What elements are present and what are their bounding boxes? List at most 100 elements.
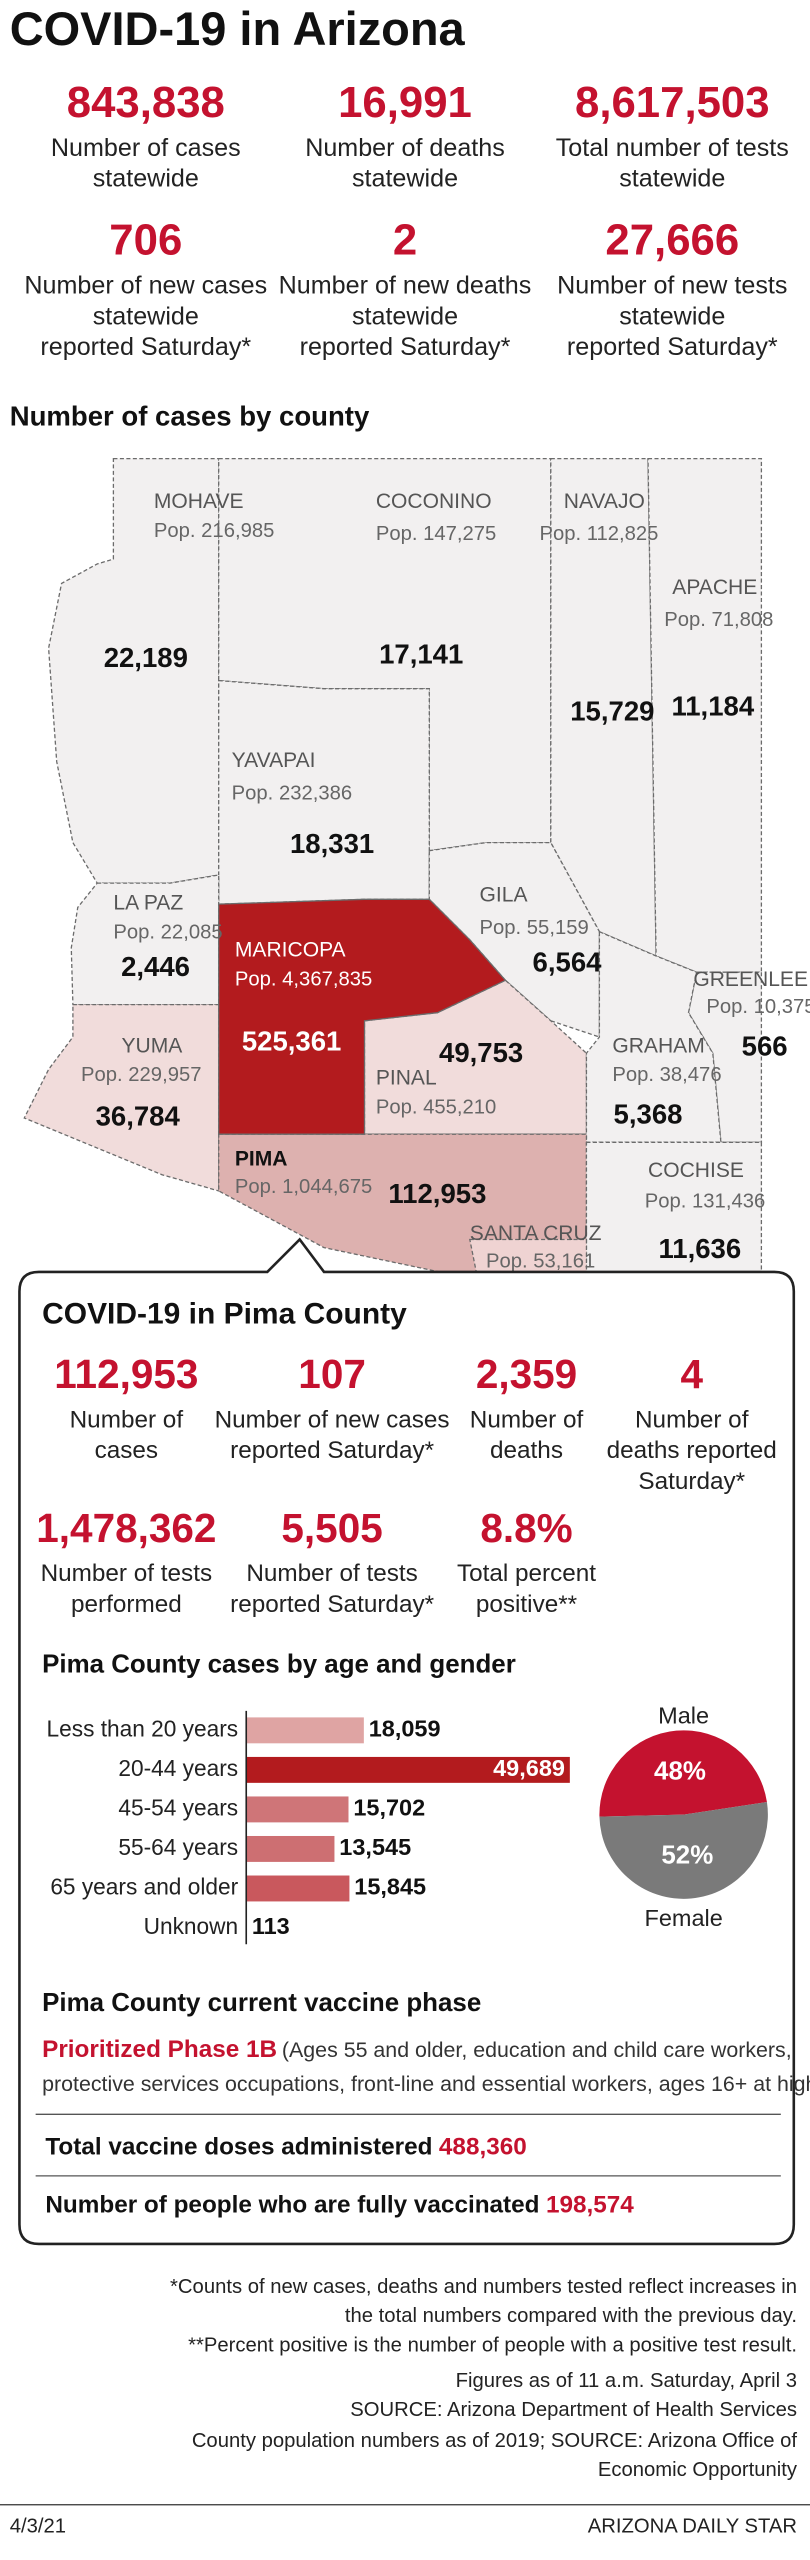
slice-label: 48% — [654, 1757, 706, 1785]
county-name: MARICOPA — [235, 939, 346, 962]
stat-label: Number of — [70, 1406, 184, 1433]
bar — [246, 1756, 570, 1783]
county-cases: 49,753 — [439, 1037, 523, 1068]
stat-label: cases — [95, 1437, 158, 1464]
value-label: 18,059 — [369, 1716, 441, 1742]
county-population: Pop. 232,386 — [232, 782, 352, 804]
stat-value: 843,838 — [67, 78, 225, 127]
stat-label: Number of tests — [246, 1560, 418, 1587]
county-name: PIMA — [235, 1148, 288, 1171]
stat-value: 16,991 — [338, 78, 472, 127]
county-population: Pop. 71,808 — [664, 609, 773, 631]
stat-label: deaths reported — [607, 1437, 777, 1464]
stat-value: 2,359 — [476, 1351, 577, 1397]
footer-date: 4/3/21 — [10, 2516, 66, 2538]
stat-label: Number of tests — [41, 1560, 213, 1587]
pie-slice — [599, 1802, 768, 1899]
stat-value: 8,617,503 — [575, 78, 770, 127]
stat-value: 1,478,362 — [36, 1505, 216, 1551]
county-cases: 6,564 — [533, 946, 603, 977]
county-cases: 566 — [742, 1031, 788, 1062]
county-name: GILA — [480, 884, 528, 907]
pima-title: COVID-19 in Pima County — [42, 1298, 407, 1331]
county-shape — [585, 1141, 763, 1297]
county-population: Pop. 455,210 — [376, 1097, 496, 1119]
footer-note: County population numbers as of 2019; SO… — [192, 2430, 798, 2452]
county-name: YUMA — [122, 1034, 183, 1057]
stat-label: Number of new cases — [24, 272, 267, 300]
footer-note: *Counts of new cases, deaths and numbers… — [170, 2276, 797, 2298]
stat-label: statewide — [352, 165, 458, 193]
stat-label: reported Saturday* — [230, 1437, 434, 1464]
stat-label: performed — [71, 1591, 182, 1618]
stat-label: Number of new deaths — [279, 272, 532, 300]
county-population: Pop. 4,367,835 — [235, 969, 372, 991]
county-cases: 2,446 — [121, 951, 190, 982]
stat-label: Saturday* — [638, 1468, 745, 1495]
page-title: COVID-19 in Arizona — [10, 2, 466, 55]
bar — [246, 1796, 349, 1823]
category-label: Unknown — [144, 1913, 239, 1939]
stat-label: reported Saturday* — [230, 1591, 434, 1618]
footer-note: Economic Opportunity — [598, 2459, 798, 2481]
county-shape — [585, 930, 722, 1143]
county-name: LA PAZ — [113, 892, 183, 915]
county-shape — [23, 1003, 220, 1192]
stat-label: statewide — [619, 165, 725, 193]
stat-label: Number of — [470, 1406, 584, 1433]
value-label: 49,689 — [493, 1755, 565, 1781]
vaccine-full: Number of people who are fully vaccinate… — [45, 2192, 634, 2219]
county-population: Pop. 53,161 — [486, 1251, 595, 1273]
phase-note: (Ages 55 and older, education and child … — [282, 2038, 792, 2062]
pima-box — [18, 1237, 796, 2246]
stat-label: statewide — [93, 302, 199, 330]
stat-label: Number of new tests — [557, 272, 787, 300]
footer-note: **Percent positive is the number of peop… — [188, 2334, 797, 2356]
map-title: Number of cases by county — [10, 400, 370, 431]
stat-value: 112,953 — [54, 1351, 198, 1397]
county-name: GREENLEE — [693, 968, 808, 991]
slice-label: 52% — [661, 1841, 713, 1869]
county-cases: 18,331 — [290, 828, 374, 859]
bar — [246, 1835, 335, 1862]
county-map: MOHAVE Pop. 216,985 22,189 COCONINO Pop. 147… — [23, 458, 810, 1303]
stat-label: Number of — [635, 1406, 749, 1433]
county-population: Pop. 22,085 — [113, 922, 222, 944]
county-cases: 11,636 — [658, 1233, 741, 1264]
county-name: SANTA CRUZ — [470, 1222, 602, 1245]
stat-label: statewide — [619, 302, 725, 330]
footer-note: the total numbers compared with the prev… — [345, 2305, 797, 2327]
value-label: 113 — [252, 1913, 290, 1939]
stat-label: statewide — [93, 165, 199, 193]
county-cases: 5,368 — [614, 1099, 683, 1130]
county-name: YAVAPAI — [232, 749, 316, 772]
stat-value: 8.8% — [480, 1505, 572, 1551]
county-shape — [47, 458, 220, 884]
phase-note: protective services occupations, front-l… — [42, 2072, 810, 2096]
stat-label: Number of cases — [51, 134, 241, 162]
county-population: Pop. 10,375 — [706, 996, 810, 1018]
county-population: Pop. 229,957 — [81, 1064, 201, 1086]
county-name: APACHE — [672, 576, 757, 599]
stat-label: Number of deaths — [305, 134, 505, 162]
stat-label: statewide — [352, 302, 458, 330]
county-name: COCONINO — [376, 490, 492, 513]
county-population: Pop. 1,044,675 — [235, 1176, 372, 1198]
county-cases: 22,189 — [104, 642, 188, 673]
slice-name: Male — [658, 1703, 709, 1729]
stat-value: 4 — [680, 1351, 703, 1397]
pima-panel: COVID-19 in Pima County Pima County case… — [18, 1237, 810, 2246]
stat-value: 2 — [393, 216, 417, 265]
full-label: Number of people who are fully vaccinate… — [45, 2192, 539, 2219]
county-cases: 17,141 — [379, 639, 463, 670]
county-cases: 15,729 — [570, 695, 654, 726]
value-label: 13,545 — [339, 1834, 411, 1860]
stat-label: reported Saturday* — [567, 333, 778, 361]
bar — [246, 1717, 364, 1744]
county-name: MOHAVE — [154, 490, 244, 513]
stat-label: reported Saturday* — [40, 333, 251, 361]
stat-value: 107 — [298, 1351, 366, 1397]
county-shape — [428, 841, 601, 1038]
